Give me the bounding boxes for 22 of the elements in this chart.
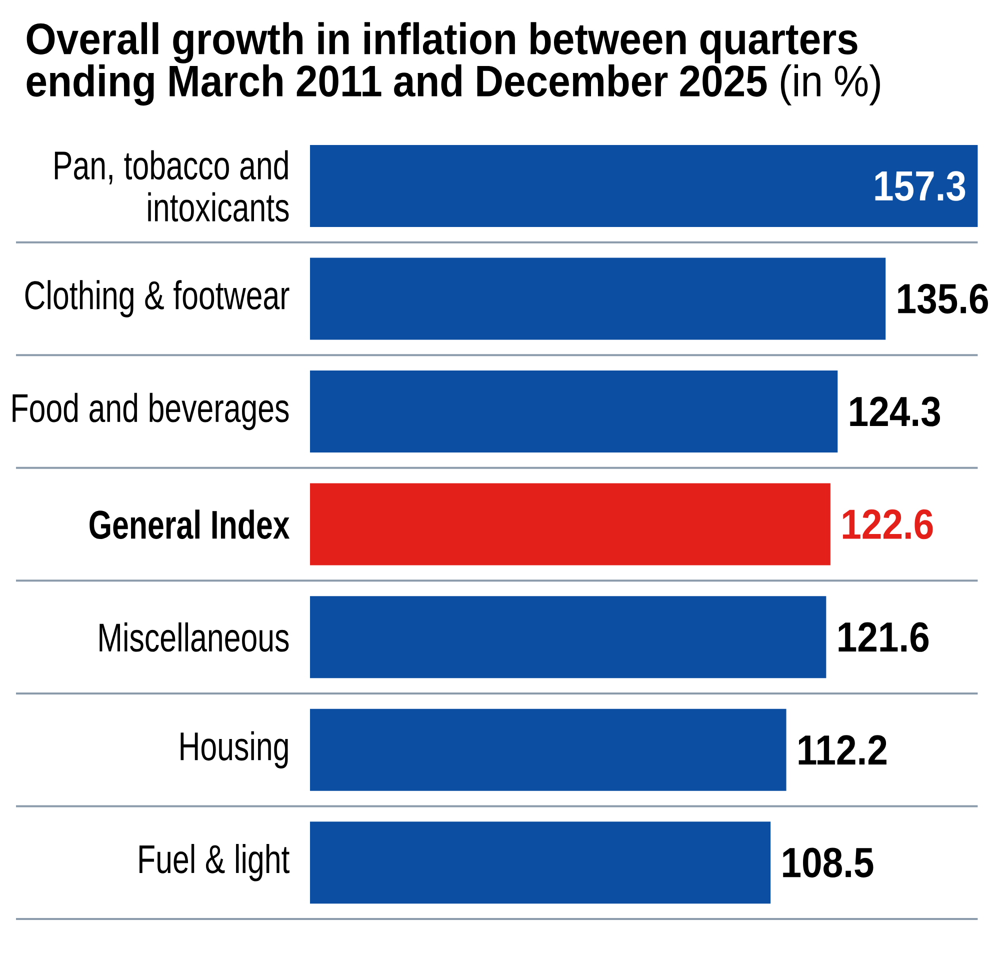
- data-label: 108.5: [783, 848, 874, 878]
- chart-title: Overall growth in inflation between quarters ending March 2011 and December 2025 (in %): [26, 22, 880, 106]
- bar: [310, 708, 786, 791]
- data-label: 121.6: [838, 622, 929, 652]
- bar: [310, 822, 771, 904]
- y-tick-label: Food and beverages: [12, 392, 289, 430]
- y-tick-label: Miscellaneous: [100, 622, 289, 652]
- data-label: 122.6: [842, 509, 933, 540]
- data-label: 135.6: [898, 284, 988, 314]
- data-label: 112.2: [798, 735, 886, 765]
- bar: [310, 258, 886, 340]
- bar: [310, 483, 830, 566]
- y-tick-label: General Index: [90, 510, 290, 539]
- bar: [310, 596, 826, 678]
- y-tick-label: Housing: [180, 731, 288, 768]
- y-tick-label: Fuel & light: [140, 844, 290, 882]
- bar: [310, 370, 838, 453]
- data-label: 157.3: [875, 171, 966, 201]
- bar: [310, 144, 978, 227]
- y-tick-label: Pan, tobacco and intoxicants: [54, 150, 289, 222]
- y-tick-label: Clothing & footwear: [25, 280, 290, 318]
- data-label: 124.3: [850, 396, 940, 426]
